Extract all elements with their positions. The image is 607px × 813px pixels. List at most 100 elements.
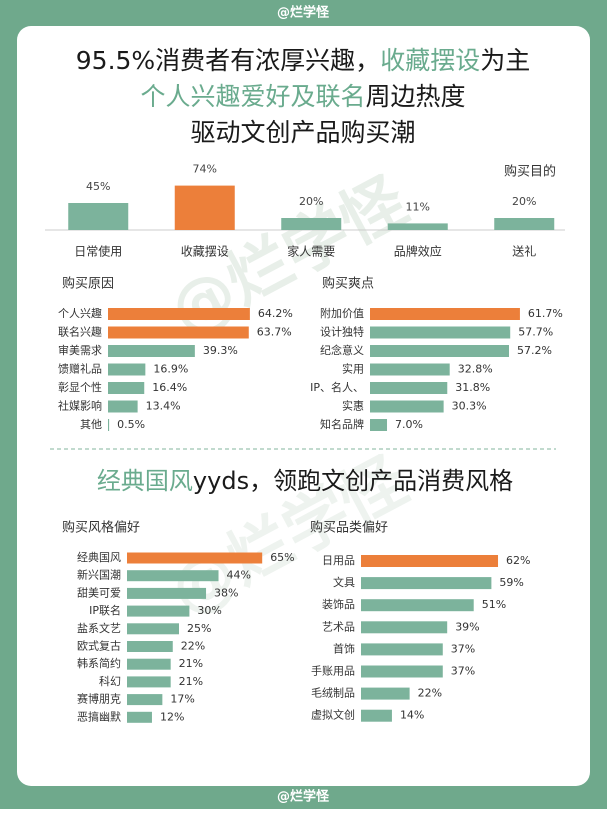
value-label: 17% <box>170 693 194 706</box>
chart-title: 购买原因 <box>62 276 114 292</box>
bar <box>361 643 443 656</box>
bar <box>361 687 410 700</box>
value-label: 37% <box>451 665 475 678</box>
bar <box>361 709 392 722</box>
chart-title: 购买目的 <box>504 164 556 180</box>
value-label: 0.5% <box>117 418 145 431</box>
category-label: 装饰品 <box>322 597 355 611</box>
title-segment: 驱动文创产品购买潮 <box>190 118 415 147</box>
chart-title: 购买品类偏好 <box>310 520 388 536</box>
bar <box>127 641 173 652</box>
value-label: 57.7% <box>518 326 553 339</box>
bar <box>370 400 444 413</box>
bar <box>108 363 146 376</box>
value-label: 13.4% <box>146 400 181 413</box>
bar <box>108 345 195 357</box>
value-label: 45% <box>86 180 110 193</box>
title-segment: 周边热度 <box>366 82 466 111</box>
bar <box>127 658 171 670</box>
category-label: IP、名人、 <box>310 380 364 394</box>
value-label: 16.9% <box>153 363 188 376</box>
bar <box>370 363 450 376</box>
category-label: 个人兴趣 <box>58 306 102 320</box>
value-label: 21% <box>179 657 203 670</box>
chart-title: 购买爽点 <box>322 276 374 292</box>
category-label: 文具 <box>333 575 355 589</box>
bar <box>108 326 249 339</box>
value-label: 74% <box>193 163 217 176</box>
value-label: 65% <box>270 551 294 564</box>
category-label: 彰显个性 <box>58 380 102 394</box>
header: @烂学怪 <box>277 5 330 21</box>
value-label: 31.8% <box>455 381 490 394</box>
bar <box>387 223 448 230</box>
value-label: 61.7% <box>528 307 563 320</box>
value-label: 38% <box>214 586 238 599</box>
category-label: 馈赠礼品 <box>58 362 102 376</box>
category-label: 赛博朋克 <box>77 692 121 706</box>
bar <box>361 621 448 634</box>
category-label: 手账用品 <box>311 664 355 678</box>
bar <box>127 694 163 706</box>
bar <box>370 345 509 357</box>
value-label: 62% <box>506 554 530 567</box>
category-label: IP联名 <box>89 603 121 617</box>
value-label: 32.8% <box>458 363 493 376</box>
title-segment: 为主 <box>480 46 530 75</box>
category-label: 实用 <box>342 362 364 376</box>
value-label: 16.4% <box>152 381 187 394</box>
category-label: 韩系简约 <box>77 656 121 670</box>
category-label: 新兴国潮 <box>77 568 121 582</box>
bar <box>127 711 152 723</box>
category-label: 社媒影响 <box>58 399 102 413</box>
value-label: 51% <box>482 598 506 611</box>
value-label: 57.2% <box>517 344 552 357</box>
bar <box>108 382 145 394</box>
bar <box>361 665 443 678</box>
category-label: 品牌效应 <box>394 244 442 259</box>
bar <box>108 400 138 413</box>
bar <box>68 203 129 230</box>
value-label: 22% <box>181 640 205 653</box>
title-line: 95.5%消费者有浓厚兴趣，收藏摆设为主 <box>76 46 530 75</box>
bar <box>361 555 499 567</box>
category-label: 盐系文艺 <box>77 621 121 635</box>
value-label: 63.7% <box>257 326 292 339</box>
category-label: 日常使用 <box>74 244 122 259</box>
bar <box>361 577 492 590</box>
category-label: 纪念意义 <box>320 343 364 357</box>
category-label: 经典国风 <box>77 550 121 564</box>
bar <box>108 308 250 320</box>
category-label: 首饰 <box>333 641 355 655</box>
category-label: 其他 <box>80 418 102 431</box>
title-segment: 95.5%消费者有浓厚兴趣， <box>76 46 380 75</box>
title-segment: 收藏摆设 <box>380 46 480 75</box>
bar <box>370 308 520 320</box>
value-label: 20% <box>299 195 323 208</box>
value-label: 30.3% <box>452 400 487 413</box>
bar <box>370 382 448 394</box>
bar <box>127 676 171 688</box>
title-segment: yyds，领跑文创产品消费风格 <box>193 467 513 495</box>
category-label: 日用品 <box>322 554 355 567</box>
bar <box>281 218 342 230</box>
title-segment: 经典国风 <box>97 467 193 495</box>
bar <box>174 185 235 230</box>
title-line: 个人兴趣爱好及联名周边热度 <box>140 82 465 111</box>
footer: @烂学怪 <box>277 789 330 805</box>
bar <box>127 605 190 617</box>
title-line: 驱动文创产品购买潮 <box>190 118 415 147</box>
bar <box>494 218 555 230</box>
category-label: 附加价值 <box>320 306 364 320</box>
chart-title: 购买风格偏好 <box>62 520 140 536</box>
bar <box>127 623 179 635</box>
bar <box>127 587 207 599</box>
value-label: 39% <box>455 620 479 633</box>
value-label: 7.0% <box>395 418 423 431</box>
bar <box>370 419 388 431</box>
category-label: 甜美可爱 <box>77 586 121 599</box>
category-label: 收藏摆设 <box>181 245 229 259</box>
value-label: 59% <box>499 576 523 589</box>
category-label: 联名兴趣 <box>58 325 102 339</box>
